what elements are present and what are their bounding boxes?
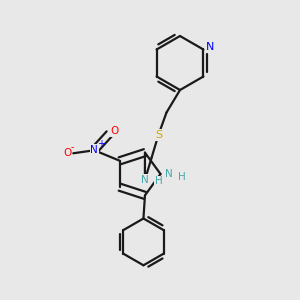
Text: O: O: [111, 126, 119, 136]
Text: N: N: [206, 42, 214, 52]
Text: -: -: [70, 142, 74, 152]
Text: N: N: [165, 169, 173, 179]
Text: O: O: [63, 148, 71, 158]
Text: +: +: [97, 139, 105, 149]
Text: N: N: [90, 145, 98, 155]
Text: S: S: [155, 130, 162, 140]
Text: H: H: [178, 172, 186, 182]
Text: H: H: [154, 176, 162, 187]
Text: N: N: [141, 175, 149, 185]
